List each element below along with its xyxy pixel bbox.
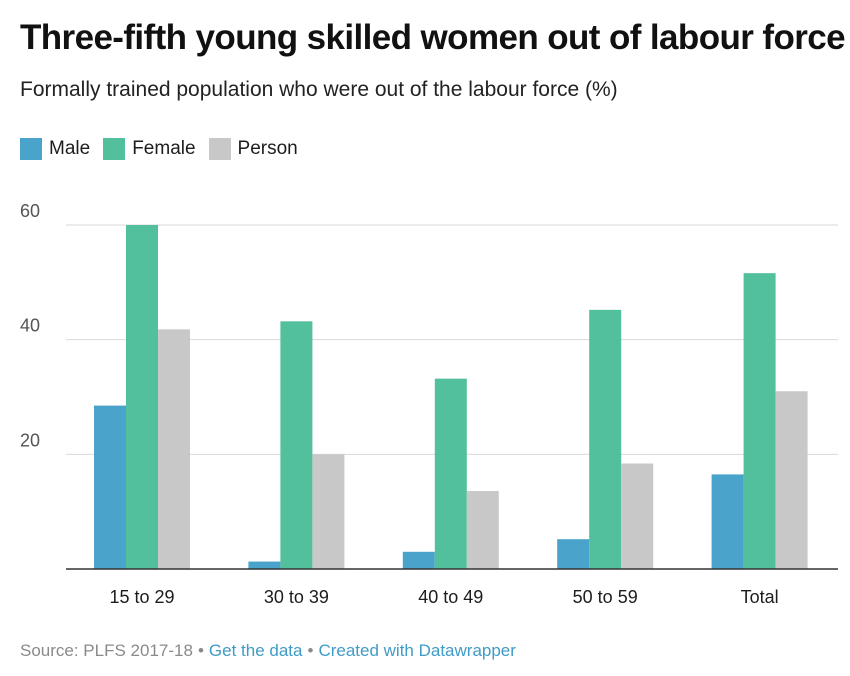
bar-male xyxy=(248,561,281,569)
bar-chart: 20 40 60 15 to 29 30 to 39 40 to 49 50 to 59 To… xyxy=(20,201,838,607)
y-tick-label: 20 xyxy=(20,430,40,450)
legend-item-female: Female xyxy=(103,138,196,160)
bar-female xyxy=(743,273,776,569)
legend-swatch-person xyxy=(208,138,231,160)
y-tick-label: 40 xyxy=(20,316,40,336)
footer: Source: PLFS 2017-18 • Get the data • Create… xyxy=(20,641,516,661)
bar-male xyxy=(94,405,126,569)
x-tick-label: Total xyxy=(741,587,779,607)
x-tick-label: 40 to 49 xyxy=(418,587,483,607)
chart-title: Three-fifth young skilled women out of l… xyxy=(20,18,846,57)
x-tick-label: 15 to 29 xyxy=(109,587,174,607)
legend-label-person: Person xyxy=(237,138,298,159)
bar-female xyxy=(126,225,158,569)
datawrapper-link[interactable]: Created with Datawrapper xyxy=(318,641,516,660)
legend-label-male: Male xyxy=(49,138,91,159)
get-data-link[interactable]: Get the data xyxy=(208,641,303,660)
legend-label-female: Female xyxy=(132,138,196,159)
legend-swatch-female xyxy=(103,138,126,160)
footer-separator: • xyxy=(197,641,204,660)
x-tick-label: 50 to 59 xyxy=(573,587,638,607)
bar-female xyxy=(589,309,622,569)
x-tick-label: 30 to 39 xyxy=(264,587,329,607)
bar-person xyxy=(466,491,499,569)
bar-male xyxy=(402,551,435,569)
bar-male xyxy=(557,539,590,569)
chart-subtitle: Formally trained population who were out… xyxy=(20,78,618,101)
legend-item-male: Male xyxy=(20,138,90,160)
y-tick-label: 60 xyxy=(20,201,40,221)
bar-male xyxy=(711,474,744,569)
footer-separator: • xyxy=(307,641,314,660)
legend-item-person: Person xyxy=(208,138,298,160)
bar-female xyxy=(280,321,313,569)
legend-swatch-male xyxy=(20,138,42,160)
bar-person xyxy=(621,463,654,569)
legend: Male Female Person xyxy=(20,138,311,160)
bar-person xyxy=(775,391,808,569)
bar-person xyxy=(312,454,345,569)
bar-female xyxy=(434,378,467,569)
bar-person xyxy=(158,329,190,569)
source-text: Source: PLFS 2017-18 xyxy=(20,641,193,660)
